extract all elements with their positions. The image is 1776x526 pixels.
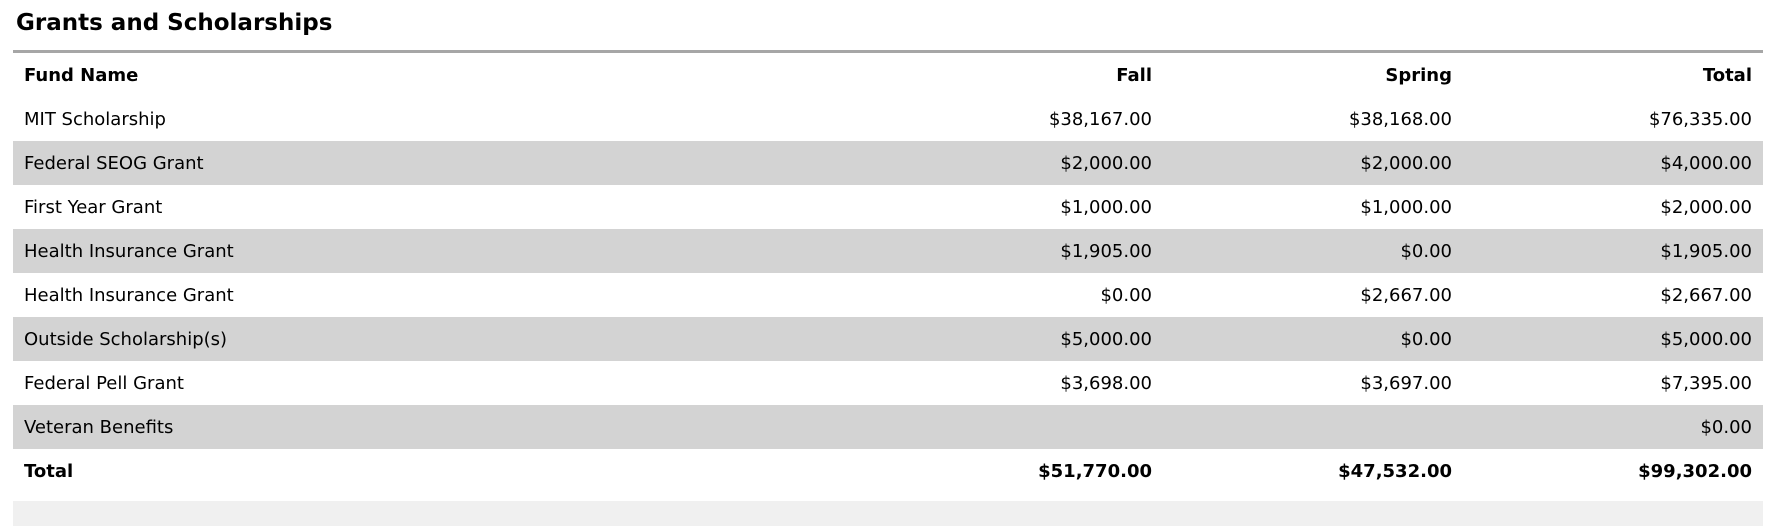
cell-total: $2,000.00	[1660, 196, 1752, 218]
cell-fall: $5,000.00	[1060, 328, 1152, 350]
grants-and-scholarships-section: Grants and Scholarships Fund Name Fall S…	[13, 0, 1763, 526]
cell-fund-name: MIT Scholarship	[24, 108, 166, 130]
cell-fund-name: Outside Scholarship(s)	[24, 328, 228, 350]
cell-spring: $1,000.00	[1360, 196, 1452, 218]
cell-spring: $3,697.00	[1360, 372, 1452, 394]
cell-total: $7,395.00	[1660, 372, 1752, 394]
table-row: Health Insurance Grant $1,905.00 $0.00 $1,9…	[13, 229, 1763, 273]
cell-fund-name: Health Insurance Grant	[24, 284, 234, 306]
cell-spring	[1163, 405, 1463, 449]
column-header-total: Total	[1702, 64, 1752, 86]
total-row-label: Total	[24, 460, 74, 482]
column-header-fund-name: Fund Name	[24, 64, 139, 86]
cell-spring: $2,000.00	[1360, 152, 1452, 174]
cell-fall: $3,698.00	[1060, 372, 1152, 394]
cell-fund-name: Federal Pell Grant	[24, 372, 184, 394]
cell-fall: $2,000.00	[1060, 152, 1152, 174]
cell-fall: $38,167.00	[1048, 108, 1152, 130]
grants-table: Fund Name Fall Spring Total MIT Scholars…	[13, 53, 1763, 493]
total-row-fall: $51,770.00	[1038, 460, 1152, 482]
total-row: Total $51,770.00 $47,532.00 $99,302.00	[13, 449, 1763, 493]
cell-fall: $0.00	[1100, 284, 1152, 306]
cell-fund-name: Federal SEOG Grant	[24, 152, 204, 174]
cell-fall	[863, 405, 1163, 449]
cell-total: $1,905.00	[1660, 240, 1752, 262]
table-row: Veteran Benefits $0.00	[13, 405, 1763, 449]
column-header-spring: Spring	[1385, 64, 1452, 86]
total-row-spring: $47,532.00	[1338, 460, 1452, 482]
table-row: MIT Scholarship $38,167.00 $38,168.00 $76,3…	[13, 97, 1763, 141]
table-row: Federal Pell Grant $3,698.00 $3,697.00 $7,3…	[13, 361, 1763, 405]
total-row-total: $99,302.00	[1638, 460, 1752, 482]
cell-fall: $1,000.00	[1060, 196, 1152, 218]
cell-total: $2,667.00	[1660, 284, 1752, 306]
cell-fund-name: Health Insurance Grant	[24, 240, 234, 262]
cell-fall: $1,905.00	[1060, 240, 1152, 262]
cell-spring: $0.00	[1400, 240, 1452, 262]
table-row: Outside Scholarship(s) $5,000.00 $0.00 $5,0…	[13, 317, 1763, 361]
page-title: Grants and Scholarships	[16, 10, 333, 36]
cell-fund-name: First Year Grant	[24, 196, 163, 218]
cell-spring: $2,667.00	[1360, 284, 1452, 306]
empty-footer-strip	[13, 501, 1763, 526]
table-row: Federal SEOG Grant $2,000.00 $2,000.00 $4,0…	[13, 141, 1763, 185]
cell-total: $0.00	[1700, 416, 1752, 438]
table-header-row: Fund Name Fall Spring Total	[13, 53, 1763, 97]
table-row: First Year Grant $1,000.00 $1,000.00 $2,000…	[13, 185, 1763, 229]
title-divider	[13, 50, 1763, 53]
cell-total: $76,335.00	[1648, 108, 1752, 130]
cell-total: $4,000.00	[1660, 152, 1752, 174]
table-row: Health Insurance Grant $0.00 $2,667.00 $2,6…	[13, 273, 1763, 317]
cell-spring: $38,168.00	[1348, 108, 1452, 130]
cell-total: $5,000.00	[1660, 328, 1752, 350]
cell-spring: $0.00	[1400, 328, 1452, 350]
column-header-fall: Fall	[1116, 64, 1152, 86]
cell-fund-name: Veteran Benefits	[24, 416, 174, 438]
